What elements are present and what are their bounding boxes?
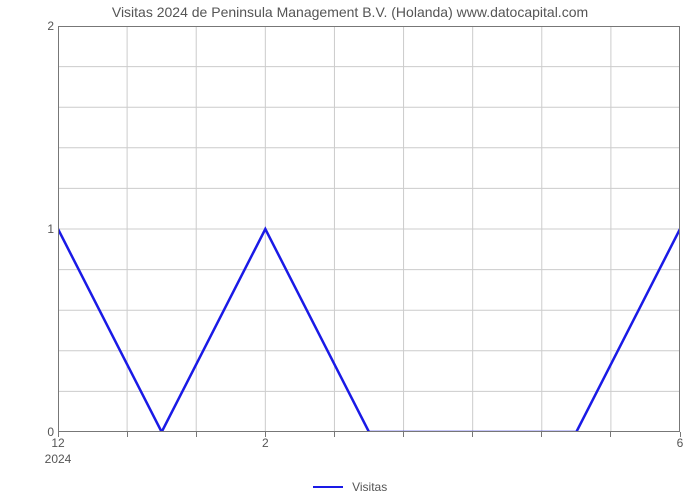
x-tick-mark [196,432,197,437]
x-tick-mark [403,432,404,437]
x-tick-mark [541,432,542,437]
x-tick-label: 2 [262,436,269,450]
y-tick-label: 1 [24,222,54,236]
x-tick-mark [127,432,128,437]
x-tick-mark [472,432,473,437]
plot-svg [58,26,680,432]
y-tick-label: 0 [24,425,54,439]
legend-text: Visitas [352,480,387,494]
x-tick-label: 12 [51,436,64,450]
chart-title: Visitas 2024 de Peninsula Management B.V… [0,4,700,20]
y-tick-label: 2 [24,19,54,33]
x-tick-sublabel: 2024 [45,452,72,466]
x-tick-mark [334,432,335,437]
chart-container: Visitas 2024 de Peninsula Management B.V… [0,0,700,500]
x-tick-mark [610,432,611,437]
plot-area [58,26,680,432]
legend-line [313,486,343,488]
x-tick-label: 6 [677,436,684,450]
legend: Visitas [0,479,700,494]
